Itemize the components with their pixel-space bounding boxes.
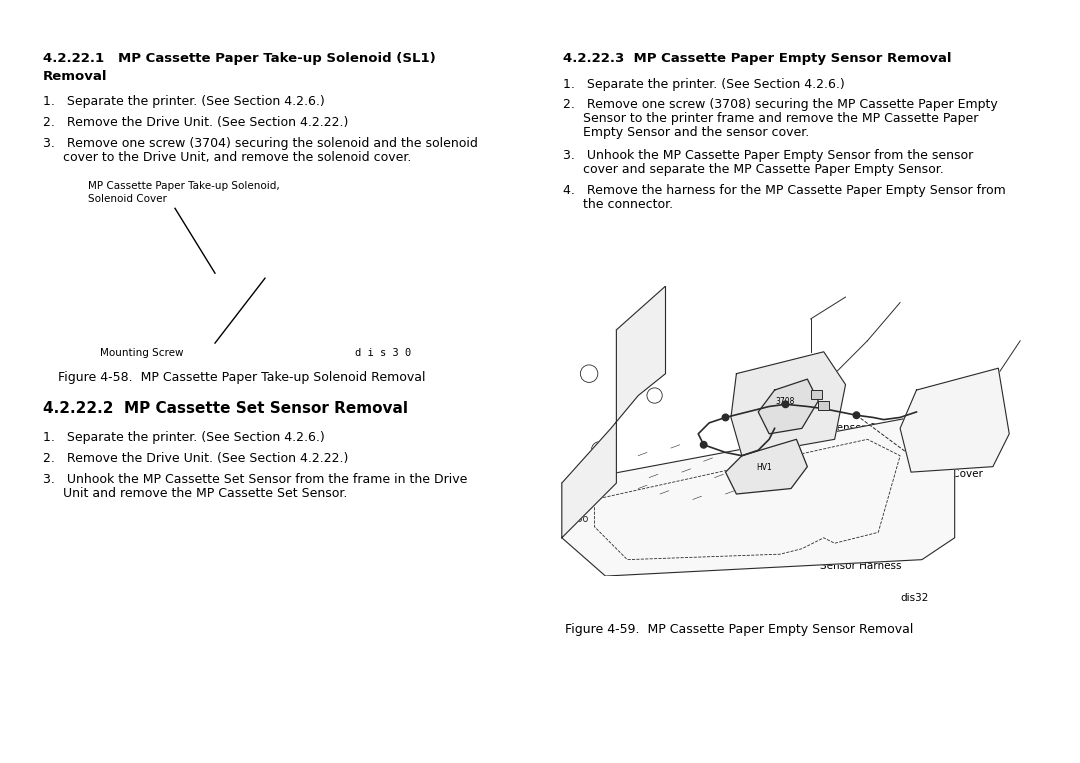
Text: Figure 4-58.  MP Cassette Paper Take-up Solenoid Removal: Figure 4-58. MP Cassette Paper Take-up S… xyxy=(58,371,426,384)
Circle shape xyxy=(723,414,729,420)
Text: MP Cassette Paper: MP Cassette Paper xyxy=(845,439,942,449)
Text: Sensor Cover: Sensor Cover xyxy=(831,423,900,433)
Text: HV1: HV1 xyxy=(756,463,771,472)
Text: High Voltage Unit Cover: High Voltage Unit Cover xyxy=(858,469,983,479)
Text: 123: 123 xyxy=(1045,742,1067,753)
Text: a: a xyxy=(598,462,603,468)
Text: 4.2.22.3  MP Cassette Paper Empty Sensor Removal: 4.2.22.3 MP Cassette Paper Empty Sensor … xyxy=(563,52,951,65)
Text: MP Cassette Paper Take-up Solenoid,: MP Cassette Paper Take-up Solenoid, xyxy=(87,182,280,192)
Circle shape xyxy=(701,442,707,448)
Text: 3708: 3708 xyxy=(775,398,795,406)
Text: 1.   Separate the printer. (See Section 4.2.6.): 1. Separate the printer. (See Section 4.… xyxy=(43,95,325,108)
Text: Empty Sensor (PC4): Empty Sensor (PC4) xyxy=(845,452,949,462)
Bar xyxy=(811,390,822,399)
Text: EPSON EPL-N2700: EPSON EPL-N2700 xyxy=(13,11,127,22)
Text: 2.   Remove one screw (3708) securing the MP Cassette Paper Empty: 2. Remove one screw (3708) securing the … xyxy=(563,98,998,111)
Text: Unit and remove the MP Cassette Set Sensor.: Unit and remove the MP Cassette Set Sens… xyxy=(43,487,348,500)
Polygon shape xyxy=(562,286,665,538)
Text: 1.   Separate the printer. (See Section 4.2.6.): 1. Separate the printer. (See Section 4.… xyxy=(563,78,845,91)
Text: 1.   Separate the printer. (See Section 4.2.6.): 1. Separate the printer. (See Section 4.… xyxy=(43,431,325,444)
Text: Rev. A: Rev. A xyxy=(1028,11,1067,22)
Text: cover and separate the MP Cassette Paper Empty Sensor.: cover and separate the MP Cassette Paper… xyxy=(563,163,944,176)
Text: d i s 3 0: d i s 3 0 xyxy=(355,348,411,358)
Text: 4.2.22.2  MP Cassette Set Sensor Removal: 4.2.22.2 MP Cassette Set Sensor Removal xyxy=(43,401,408,416)
Text: 3.   Remove one screw (3704) securing the solenoid and the solenoid: 3. Remove one screw (3704) securing the … xyxy=(43,137,477,150)
Text: Solenoid Cover: Solenoid Cover xyxy=(87,195,167,204)
Polygon shape xyxy=(758,379,819,434)
Text: Removal: Removal xyxy=(43,69,108,82)
Text: 2.   Remove the Drive Unit. (See Section 4.2.22.): 2. Remove the Drive Unit. (See Section 4… xyxy=(43,117,349,130)
Text: 3.   Unhook the MP Cassette Paper Empty Sensor from the sensor: 3. Unhook the MP Cassette Paper Empty Se… xyxy=(563,150,973,163)
Text: 3.   Unhook the MP Cassette Set Sensor from the frame in the Drive: 3. Unhook the MP Cassette Set Sensor fro… xyxy=(43,473,468,486)
Text: the connector.: the connector. xyxy=(563,198,673,211)
Text: Mounting Screw: Mounting Screw xyxy=(100,348,184,358)
Text: 2.   Remove the Drive Unit. (See Section 4.2.22.): 2. Remove the Drive Unit. (See Section 4… xyxy=(43,452,349,465)
Text: dis32: dis32 xyxy=(900,593,929,603)
Polygon shape xyxy=(562,417,955,576)
Polygon shape xyxy=(900,369,1009,472)
Bar xyxy=(819,401,829,410)
Text: Sensor to the printer frame and remove the MP Cassette Paper: Sensor to the printer frame and remove t… xyxy=(563,112,978,125)
Polygon shape xyxy=(726,439,808,494)
Text: 4.2.22.1   MP Cassette Paper Take-up Solenoid (SL1): 4.2.22.1 MP Cassette Paper Take-up Solen… xyxy=(43,52,435,65)
Text: 4.   Remove the harness for the MP Cassette Paper Empty Sensor from: 4. Remove the harness for the MP Cassett… xyxy=(563,185,1005,198)
Text: ] Dᴏᴏ: ] Dᴏᴏ xyxy=(562,513,589,523)
Text: cover to the Drive Unit, and remove the solenoid cover.: cover to the Drive Unit, and remove the … xyxy=(43,151,411,164)
Text: Chapter 4   Disassembly/Assembly: Chapter 4 Disassembly/Assembly xyxy=(13,742,206,753)
Circle shape xyxy=(782,401,788,407)
Text: Figure 4-59.  MP Cassette Paper Empty Sensor Removal: Figure 4-59. MP Cassette Paper Empty Sen… xyxy=(565,623,914,636)
Polygon shape xyxy=(731,352,846,456)
Circle shape xyxy=(853,412,860,419)
Text: Empty Sensor and the sensor cover.: Empty Sensor and the sensor cover. xyxy=(563,127,809,140)
Text: Sensor Harness: Sensor Harness xyxy=(820,561,902,571)
